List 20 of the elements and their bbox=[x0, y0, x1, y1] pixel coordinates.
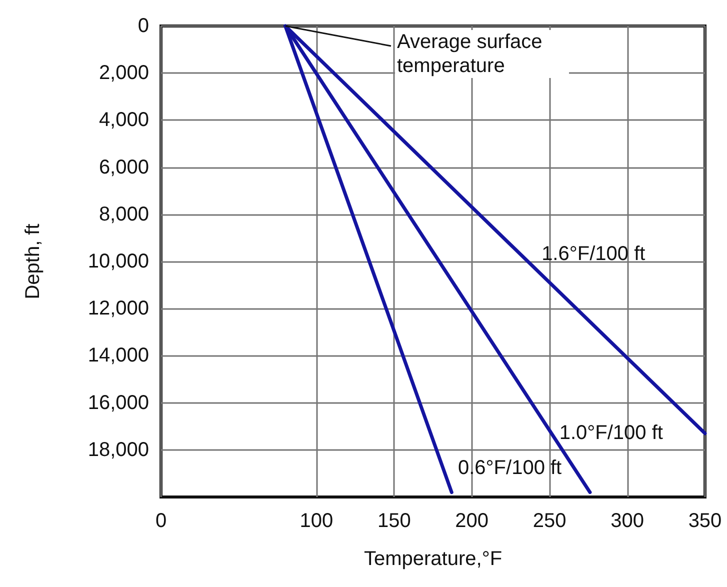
y-tick-label: 16,000 bbox=[88, 392, 149, 414]
y-tick-label: 12,000 bbox=[88, 298, 149, 320]
x-axis-title: Temperature,°F bbox=[364, 548, 502, 570]
x-tick-label: 150 bbox=[377, 510, 411, 532]
y-tick-label: 10,000 bbox=[88, 250, 149, 272]
x-tick-label: 300 bbox=[610, 510, 644, 532]
y-axis-title: Depth, ft bbox=[22, 223, 44, 300]
y-tick-label: 0 bbox=[138, 15, 149, 37]
y-tick-label: 2,000 bbox=[98, 62, 149, 84]
y-tick-label: 18,000 bbox=[88, 438, 149, 461]
y-tick-label: 14,000 bbox=[88, 344, 149, 367]
x-tick-label: 200 bbox=[455, 510, 489, 532]
x-tick-label: 0 bbox=[155, 510, 167, 532]
y-tick-label: 6,000 bbox=[98, 156, 149, 178]
annotation: Average surface temperature bbox=[395, 30, 569, 78]
x-tick-label: 250 bbox=[532, 510, 566, 532]
x-tick-label: 350 bbox=[688, 510, 722, 532]
x-tick-label: 100 bbox=[300, 510, 334, 532]
y-tick-label: 4,000 bbox=[98, 109, 149, 132]
y-tick-label: 8,000 bbox=[98, 203, 149, 226]
